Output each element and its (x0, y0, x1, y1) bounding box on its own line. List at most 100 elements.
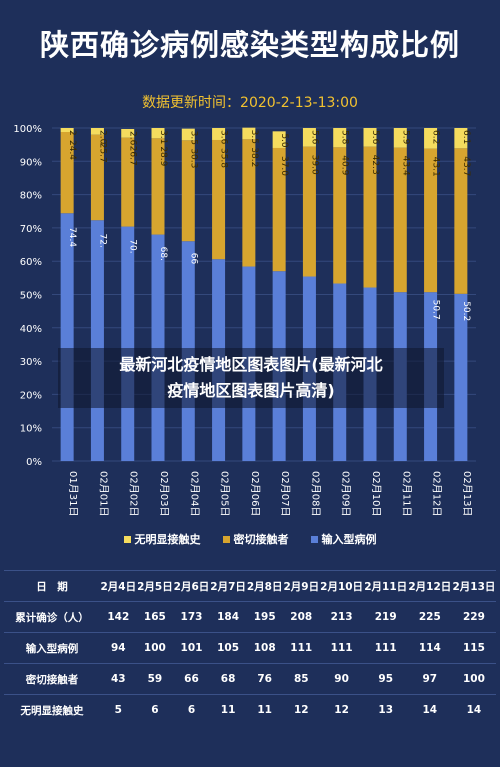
table-row: 输入型病例 94 100 101 105 108 111 111 111 114… (4, 632, 496, 664)
data-label: 5.8 (340, 130, 350, 145)
data-label: 43.1 (431, 157, 441, 177)
bar-segment (302, 128, 316, 147)
data-label: 43.7 (461, 156, 471, 176)
y-tick-label: 30% (20, 357, 42, 368)
table-cell: 213 (319, 601, 364, 633)
table-cell: 66 (173, 663, 210, 695)
y-tick-label: 10% (20, 424, 42, 435)
data-label: 43.4 (400, 156, 410, 176)
table-cell: 14 (407, 694, 452, 725)
data-label: 68. (158, 247, 168, 261)
bar-segment (90, 220, 104, 461)
table-cell: 12 (282, 694, 320, 725)
table-cell: 165 (136, 601, 174, 633)
table-cell: 累计确诊（人） (4, 601, 100, 633)
x-tick-label: 02月10日 (370, 471, 382, 516)
data-label: 66 (188, 253, 198, 265)
bar-segment (242, 139, 256, 267)
x-tick-label: 02月04日 (188, 471, 200, 516)
data-label: 35.8 (219, 148, 229, 168)
update-time: 数据更新时间：2020-2-13-13:00 (142, 95, 358, 111)
x-tick-label: 02月09日 (340, 471, 352, 516)
table-cell: 59 (136, 663, 174, 695)
data-label: 40.9 (340, 155, 350, 175)
bar-segment (212, 128, 226, 140)
table-header-cell: 2月8日 (246, 570, 283, 602)
table-cell: 12 (319, 694, 364, 725)
overlay-caption: 最新河北疫情地区图表图片(最新河北 疫情地区图表图片高清) (58, 348, 444, 408)
bar-segment (272, 147, 286, 272)
table-header-cell: 2月10日 (319, 570, 364, 602)
bar-segment (181, 128, 195, 141)
y-tick-label: 80% (20, 191, 42, 202)
table-cell: 85 (282, 663, 320, 695)
table-cell: 173 (173, 601, 210, 633)
bar-segment (454, 128, 468, 149)
bar-segment (121, 226, 135, 461)
table-cell: 105 (209, 632, 247, 664)
overlay-caption-line2: 疫情地区图表图片高清) (167, 381, 335, 400)
table-row: 累计确诊（人） 142 165 173 184 195 208 213 219 … (4, 601, 496, 633)
bar-segment (393, 128, 407, 148)
legend-label-unclear: 无明显接触史 (134, 533, 201, 546)
table-cell: 195 (246, 601, 283, 633)
table-cell: 101 (173, 632, 210, 664)
data-label: 6.1 (461, 130, 471, 144)
table-cell: 114 (407, 632, 452, 664)
table-cell: 11 (246, 694, 283, 725)
y-tick-label: 40% (20, 324, 42, 335)
table-header-cell: 2月12日 (407, 570, 452, 602)
bar-segment (60, 128, 74, 132)
data-label: 30.3 (188, 148, 198, 168)
data-label: 24.4 (67, 140, 77, 160)
table-cell: 94 (100, 632, 137, 664)
chart-legend: 无明显接触史 密切接触者 输入型病例 (0, 531, 500, 547)
table-cell: 115 (451, 632, 496, 664)
data-label: 25.7 (97, 143, 107, 163)
y-tick-label: 50% (20, 291, 42, 302)
bar-segment (424, 128, 438, 149)
data-label: 26.7 (128, 146, 138, 166)
y-tick-label: 0% (26, 457, 42, 468)
bar-segment (90, 134, 104, 221)
bar-segment (181, 140, 195, 242)
x-tick-label: 02月06日 (249, 471, 261, 516)
table-cell: 97 (407, 663, 452, 695)
x-tick-label: 02月13日 (461, 471, 473, 516)
table-row: 无明显接触史 5 6 6 11 11 12 12 13 14 14 (4, 694, 496, 725)
table-cell: 11 (209, 694, 247, 725)
bar-segment (60, 213, 74, 461)
table-cell: 14 (451, 694, 496, 725)
legend-label-contact: 密切接触者 (233, 533, 289, 546)
bar-segment (363, 146, 377, 288)
table-cell: 184 (209, 601, 247, 633)
bar-segment (90, 128, 104, 135)
bar-segment (151, 128, 165, 139)
bar-segment (272, 131, 286, 148)
bar-segment (121, 137, 135, 227)
data-label: 2.6 (128, 131, 138, 146)
table-header-cell: 2月9日 (282, 570, 320, 602)
x-tick-label: 02月08日 (309, 471, 321, 516)
bar-segment (424, 148, 438, 293)
table-cell: 6 (173, 694, 210, 725)
table-cell: 5 (100, 694, 137, 725)
table-cell: 68 (209, 663, 247, 695)
bar-segment (454, 148, 468, 294)
data-label: 50.7 (431, 300, 441, 320)
table-cell: 密切接触者 (4, 663, 100, 695)
legend-label-imported: 输入型病例 (321, 533, 377, 546)
table-cell: 111 (282, 632, 320, 664)
x-tick-label: 02月11日 (400, 471, 412, 516)
data-label: 2 (67, 130, 77, 136)
data-label: 74.4 (67, 227, 77, 247)
table-cell: 76 (246, 663, 283, 695)
table-cell: 100 (451, 663, 496, 695)
y-tick-label: 20% (20, 390, 42, 401)
bar-segment (60, 131, 74, 214)
x-tick-label: 01月31日 (67, 471, 79, 516)
table-header-cell: 2月7日 (209, 570, 247, 602)
x-tick-label: 02月12日 (431, 471, 443, 516)
data-label: 28.9 (158, 146, 168, 166)
y-tick-label: 100% (13, 124, 42, 135)
